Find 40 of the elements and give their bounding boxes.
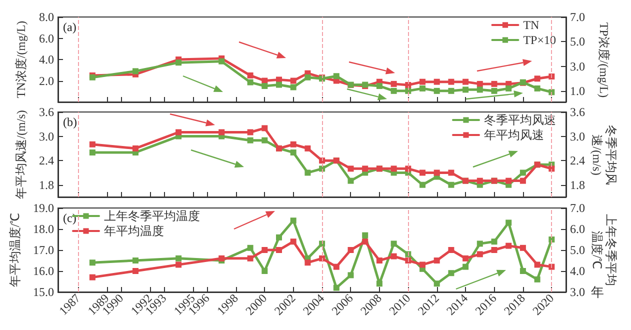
y-tick-label: 8.0 <box>39 10 54 24</box>
y-tick-label: 17.0 <box>33 243 54 257</box>
annotation: (a) <box>63 20 76 34</box>
y2-tick-label: 5.0 <box>570 243 585 257</box>
x-axis-title: 年 <box>590 284 604 300</box>
y-tick-label: 19.0 <box>33 201 54 215</box>
annotation: (b) <box>63 115 77 129</box>
y-tick-label: 1.8 <box>39 178 54 192</box>
y-tick-label: 15.0 <box>33 285 54 299</box>
y2-tick-label: 5.0 <box>570 34 585 49</box>
y-tick-label: 2.0 <box>39 74 54 88</box>
y-axis-title: TN浓度/(mg/L) <box>14 20 28 98</box>
y-axis-title: 年平均风速/(m/s) <box>14 110 28 199</box>
legend-label: TN <box>523 18 540 32</box>
y2-tick-label: 3.0 <box>570 285 585 299</box>
y2-axis-title: 冬季平均风速/(m/s) <box>590 124 618 186</box>
y2-tick-label: 3.0 <box>570 59 585 74</box>
legend-label: 年平均风速 <box>484 128 544 142</box>
y-tick-label: 6.0 <box>39 31 54 46</box>
y2-tick-label: 4.0 <box>570 264 585 278</box>
y-tick-label: 2.4 <box>39 154 54 168</box>
y-tick-label: 3.0 <box>39 129 54 144</box>
y2-tick-label: 7.0 <box>570 10 585 24</box>
y2-tick-label: 2.4 <box>570 154 585 168</box>
y-tick-label: 16.0 <box>33 264 54 278</box>
y-tick-label: 4.0 <box>39 52 54 66</box>
legend-label: 年平均温度 <box>104 224 164 238</box>
y2-axis-title: 上年冬季平均温度/℃ <box>590 214 618 286</box>
y2-tick-label: 1.0 <box>570 84 585 98</box>
legend-label: 上年冬季平均温度 <box>104 209 200 223</box>
legend-label: TP×10 <box>523 33 556 47</box>
y2-tick-label: 3.6 <box>570 105 585 119</box>
y-tick-label: 18.0 <box>33 222 54 236</box>
y-tick-label: 3.6 <box>39 105 54 119</box>
y2-axis-title: TP浓度/(mg/L) <box>597 20 611 100</box>
y2-tick-label: 7.0 <box>570 201 585 215</box>
y-axis-title: 年平均温度/℃ <box>8 212 22 288</box>
y2-tick-label: 6.0 <box>570 222 585 236</box>
y2-tick-label: 3.0 <box>570 129 585 144</box>
y2-tick-label: 1.8 <box>570 178 585 192</box>
